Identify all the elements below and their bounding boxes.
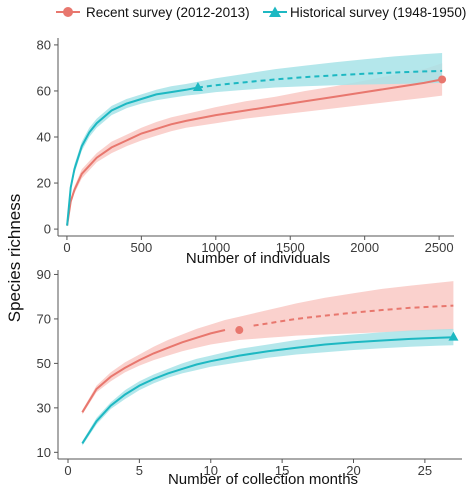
ci-ribbon-recent — [82, 281, 454, 415]
y-tick-label: 20 — [37, 176, 51, 191]
observed-point-historical — [448, 331, 459, 341]
x-tick-label: 20 — [346, 463, 360, 478]
legend-recent-label: Recent survey (2012-2013) — [86, 5, 250, 20]
series-lines — [66, 69, 443, 226]
ci-ribbon-historical — [82, 328, 454, 446]
interpolated-line-recent — [66, 78, 443, 226]
x-axis-label: Number of individuals — [186, 250, 330, 267]
y-tick-label: 0 — [44, 222, 51, 237]
y-axis: 0 20 40 60 80 — [37, 37, 59, 237]
x-tick-label: 500 — [131, 240, 153, 255]
observed-point-historical — [192, 82, 203, 91]
x-tick-label: 2500 — [425, 240, 454, 255]
observed-point-recent — [235, 326, 244, 335]
ribbons — [82, 281, 454, 446]
x-tick-label: 0 — [63, 240, 70, 255]
y-tick-label: 30 — [37, 400, 51, 415]
x-axis: 0 5 10 15 20 25 — [58, 458, 462, 478]
shared-y-axis-label: Species richness — [5, 194, 24, 323]
legend-historical-label: Historical survey (1948-1950) — [290, 5, 466, 20]
ribbons — [67, 53, 443, 227]
observed-markers — [235, 326, 459, 341]
x-tick-label: 2000 — [350, 240, 379, 255]
series-lines — [81, 304, 454, 444]
x-tick-label: 5 — [136, 463, 143, 478]
interpolated-line-historical — [81, 336, 454, 444]
x-tick-label: 10 — [204, 463, 218, 478]
ci-ribbon-recent — [67, 63, 443, 227]
chart-panel-individuals: 0 500 1000 1500 2000 2500 0 20 40 60 80 Number of… — [37, 37, 454, 267]
x-axis-label: Number of collection months — [168, 471, 358, 488]
x-tick-label: 0 — [64, 463, 71, 478]
x-tick-label: 25 — [418, 463, 432, 478]
y-tick-label: 40 — [37, 130, 51, 145]
legend-recent-marker — [63, 7, 73, 17]
y-tick-label: 70 — [37, 311, 51, 326]
y-tick-label: 80 — [37, 37, 51, 52]
chart-panel-months: 0 5 10 15 20 25 10 30 50 70 90 Number of collecti… — [37, 267, 462, 488]
y-tick-label: 50 — [37, 356, 51, 371]
ci-ribbon-historical — [67, 53, 443, 227]
y-tick-label: 60 — [37, 83, 51, 98]
x-axis: 0 500 1000 1500 2000 2500 — [58, 235, 454, 255]
y-tick-label: 10 — [37, 445, 51, 460]
y-tick-label: 90 — [37, 267, 51, 282]
observed-point-recent — [438, 75, 447, 84]
observed-markers — [192, 75, 447, 91]
legend: Recent survey (2012-2013) Historical sur… — [56, 5, 466, 20]
x-tick-label: 1000 — [201, 240, 230, 255]
x-tick-label: 15 — [275, 463, 289, 478]
extrapolated-line-recent — [253, 304, 454, 327]
interpolated-line-historical — [66, 86, 199, 226]
y-axis: 10 30 50 70 90 — [37, 267, 59, 460]
interpolated-line-recent — [81, 329, 226, 413]
legend-historical-marker — [269, 6, 281, 17]
x-tick-label: 1500 — [276, 240, 305, 255]
